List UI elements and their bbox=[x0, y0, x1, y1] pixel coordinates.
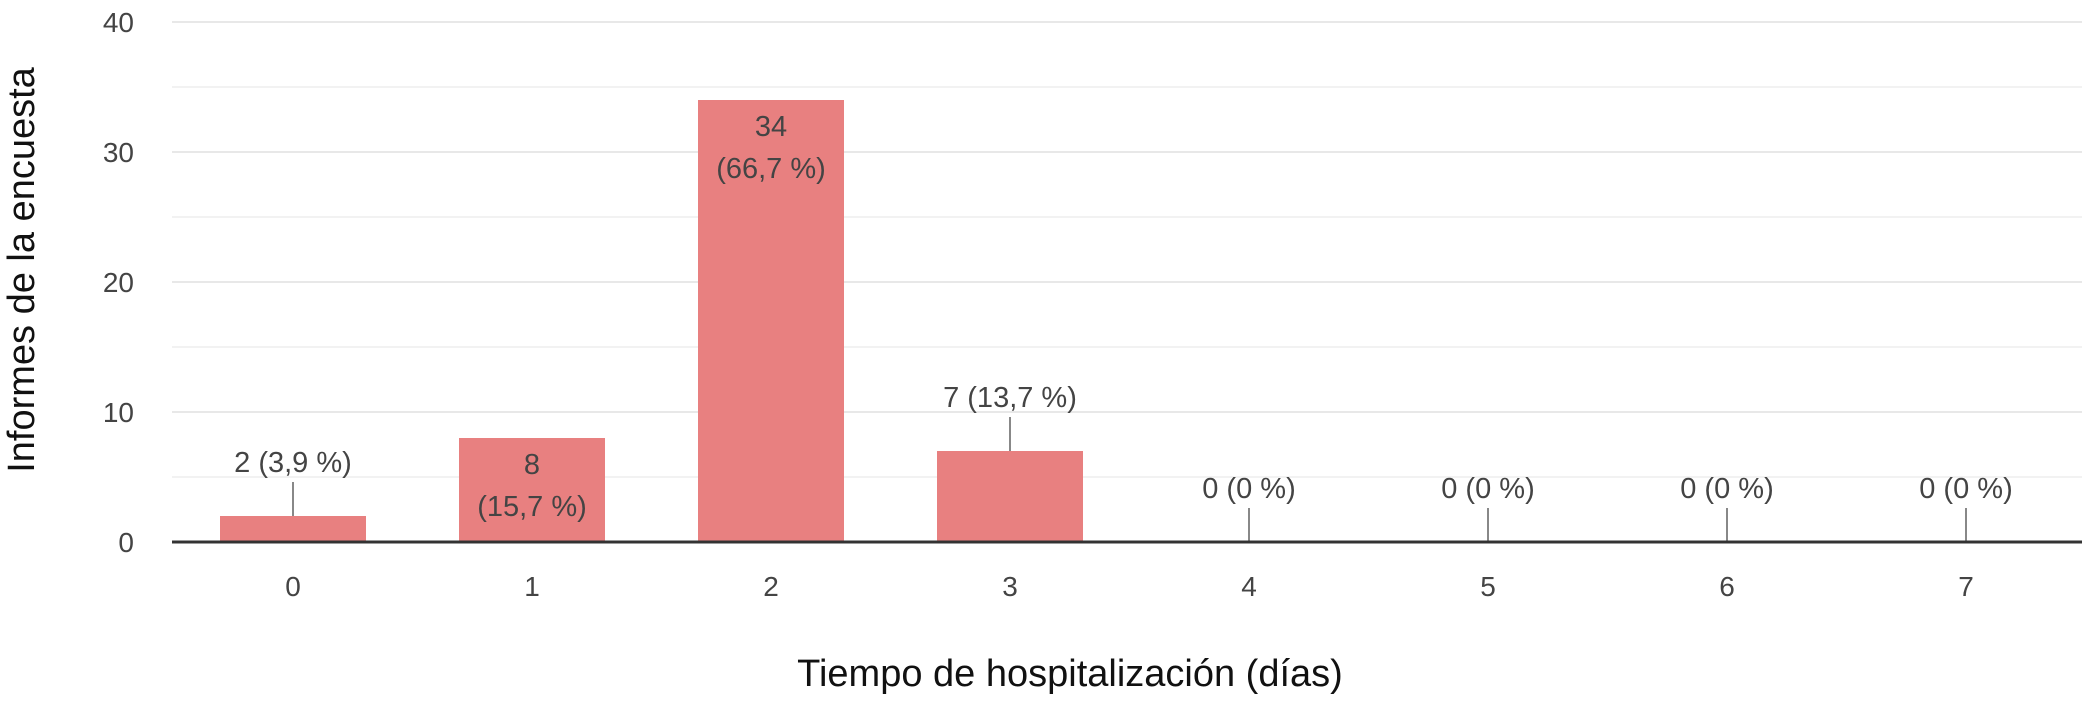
bar bbox=[220, 516, 366, 542]
data-label: 34 bbox=[755, 111, 787, 143]
grid-lines bbox=[172, 21, 2082, 478]
data-label: 7 (13,7 %) bbox=[943, 382, 1077, 414]
data-label: 0 (0 %) bbox=[1919, 473, 2012, 505]
y-axis-ticks: 0 10 20 30 40 bbox=[103, 7, 134, 558]
data-label: 0 (0 %) bbox=[1202, 473, 1295, 505]
y-axis-title: Informes de la encuesta bbox=[1, 66, 43, 472]
data-label: 0 (0 %) bbox=[1441, 473, 1534, 505]
label-leaders bbox=[292, 417, 1967, 542]
bar bbox=[459, 438, 605, 542]
x-tick-label: 1 bbox=[524, 571, 540, 602]
y-tick-label: 20 bbox=[103, 267, 134, 298]
data-label: (15,7 %) bbox=[477, 491, 587, 523]
y-tick-label: 10 bbox=[103, 397, 134, 428]
x-tick-label: 3 bbox=[1002, 571, 1018, 602]
data-label: 2 (3,9 %) bbox=[234, 447, 352, 479]
data-labels: 2 (3,9 %) 8 (15,7 %) 34 (66,7 %) 7 (13,7 %) 0 … bbox=[234, 111, 2013, 523]
bars bbox=[220, 100, 1083, 542]
x-axis-ticks: 0 1 2 3 4 5 6 7 bbox=[285, 571, 1974, 602]
data-label: 8 bbox=[524, 449, 540, 481]
x-axis-title: Tiempo de hospitalización (días) bbox=[797, 653, 1343, 695]
x-tick-label: 6 bbox=[1719, 571, 1735, 602]
data-label: 0 (0 %) bbox=[1680, 473, 1773, 505]
y-tick-label: 0 bbox=[118, 527, 134, 558]
y-tick-label: 30 bbox=[103, 137, 134, 168]
x-tick-label: 7 bbox=[1958, 571, 1974, 602]
bar bbox=[937, 451, 1083, 542]
x-tick-label: 5 bbox=[1480, 571, 1496, 602]
x-tick-label: 0 bbox=[285, 571, 301, 602]
x-tick-label: 4 bbox=[1241, 571, 1257, 602]
data-label: (66,7 %) bbox=[716, 153, 826, 185]
bar bbox=[698, 100, 844, 542]
y-tick-label: 40 bbox=[103, 7, 134, 38]
x-tick-label: 2 bbox=[763, 571, 779, 602]
